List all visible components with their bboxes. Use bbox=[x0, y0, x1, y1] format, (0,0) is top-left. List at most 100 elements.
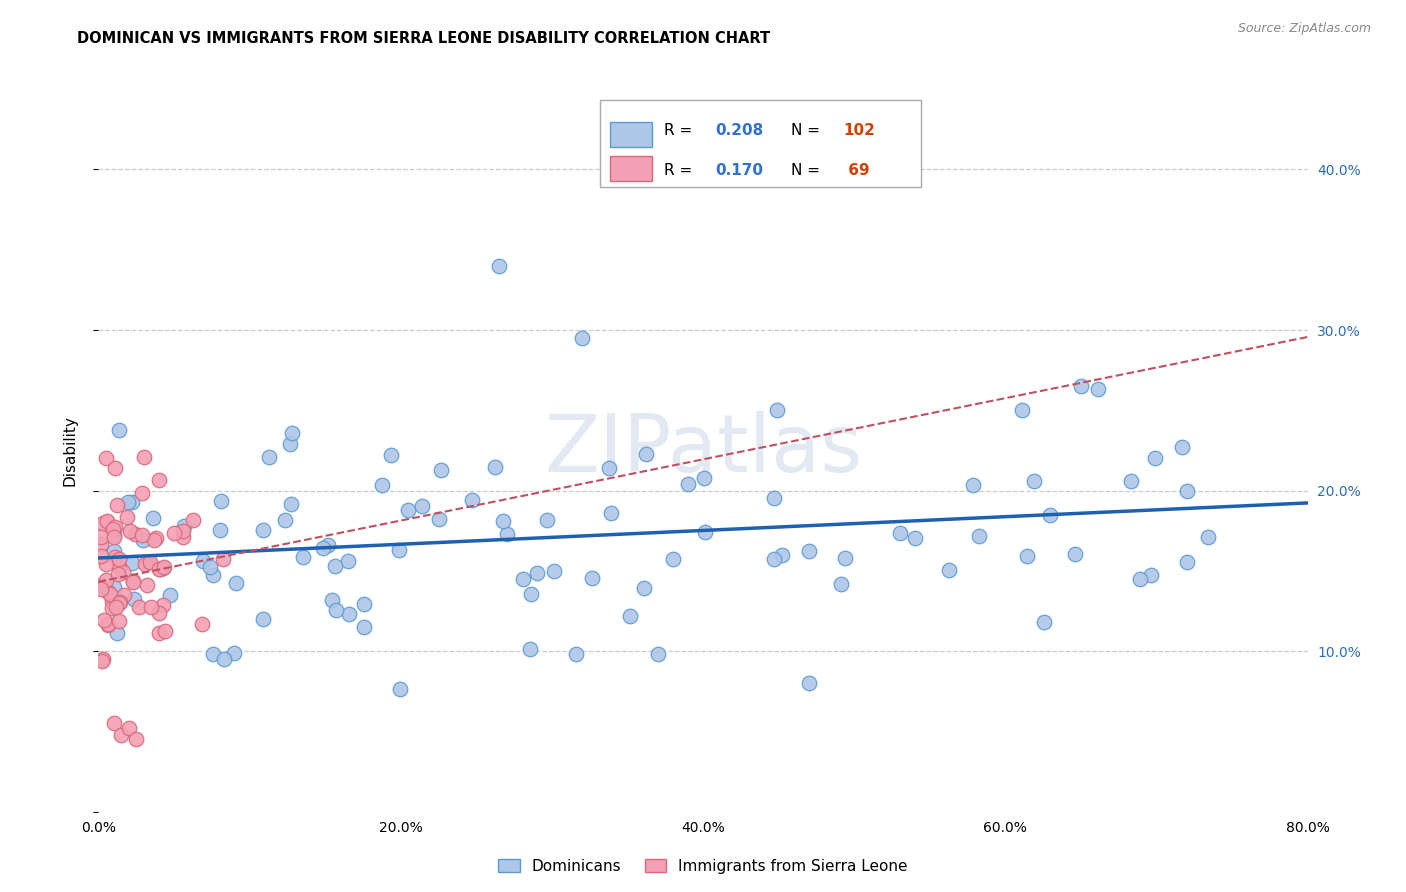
Point bbox=[108, 596, 131, 610]
Point bbox=[107, 614, 129, 628]
Point bbox=[148, 561, 170, 575]
Point bbox=[153, 560, 176, 574]
Point bbox=[581, 571, 603, 585]
Point bbox=[571, 331, 593, 345]
FancyBboxPatch shape bbox=[610, 121, 652, 147]
Point bbox=[148, 606, 170, 620]
Point bbox=[94, 451, 117, 466]
Point bbox=[148, 626, 170, 640]
Point bbox=[396, 503, 419, 517]
Point bbox=[90, 582, 112, 596]
Text: ZIPatlas: ZIPatlas bbox=[544, 411, 862, 490]
Point bbox=[962, 478, 984, 492]
Point bbox=[193, 554, 215, 568]
Point bbox=[98, 587, 121, 601]
Point bbox=[90, 537, 112, 551]
Point bbox=[693, 471, 716, 485]
Point bbox=[766, 403, 789, 417]
Point bbox=[543, 564, 565, 578]
Point bbox=[111, 565, 134, 579]
Point bbox=[142, 533, 165, 547]
Text: 0.208: 0.208 bbox=[716, 123, 763, 138]
Point bbox=[118, 721, 141, 735]
Point bbox=[619, 609, 641, 624]
Point bbox=[536, 512, 558, 526]
Point bbox=[1175, 555, 1198, 569]
Point bbox=[380, 448, 402, 462]
Text: 102: 102 bbox=[844, 123, 875, 138]
Point bbox=[121, 495, 143, 509]
Point bbox=[209, 494, 232, 508]
Text: R =: R = bbox=[664, 123, 697, 138]
Point bbox=[91, 516, 114, 530]
Point bbox=[519, 641, 541, 656]
Point bbox=[96, 515, 118, 529]
Point bbox=[201, 647, 224, 661]
Point bbox=[311, 541, 333, 555]
Point bbox=[103, 591, 125, 606]
Point bbox=[565, 648, 588, 662]
Point bbox=[252, 523, 274, 537]
Point bbox=[830, 577, 852, 591]
Point bbox=[135, 555, 157, 569]
Point bbox=[1119, 475, 1142, 489]
Point bbox=[103, 544, 125, 558]
Point bbox=[181, 513, 204, 527]
Point bbox=[512, 572, 534, 586]
Point bbox=[115, 509, 138, 524]
Point bbox=[128, 600, 150, 615]
Point bbox=[122, 591, 145, 606]
Point bbox=[316, 538, 339, 552]
Point bbox=[1024, 474, 1046, 488]
Point bbox=[103, 530, 125, 544]
Point bbox=[889, 525, 911, 540]
Point bbox=[353, 620, 375, 634]
Point bbox=[152, 598, 174, 612]
Point bbox=[121, 556, 143, 570]
Point bbox=[600, 506, 623, 520]
Point bbox=[488, 259, 510, 273]
Point bbox=[797, 676, 820, 690]
Point bbox=[141, 599, 163, 614]
FancyBboxPatch shape bbox=[600, 100, 921, 186]
Point bbox=[122, 574, 145, 589]
Point bbox=[104, 549, 127, 564]
Point bbox=[103, 716, 125, 731]
Point bbox=[427, 512, 450, 526]
Point bbox=[519, 587, 541, 601]
Text: N =: N = bbox=[792, 123, 825, 138]
Point bbox=[496, 526, 519, 541]
Point bbox=[103, 522, 125, 536]
Point bbox=[388, 542, 411, 557]
Point bbox=[1063, 547, 1085, 561]
Text: 0.170: 0.170 bbox=[716, 163, 763, 178]
Point bbox=[107, 552, 129, 566]
Point bbox=[1039, 508, 1062, 522]
Point bbox=[131, 486, 153, 500]
Point bbox=[834, 550, 856, 565]
Point bbox=[135, 578, 157, 592]
Point bbox=[142, 511, 165, 525]
Text: R =: R = bbox=[664, 163, 697, 178]
Point bbox=[1171, 440, 1194, 454]
Point bbox=[90, 530, 112, 544]
Point bbox=[90, 549, 112, 564]
Point bbox=[103, 527, 125, 541]
Point bbox=[172, 524, 194, 538]
Point bbox=[1070, 379, 1092, 393]
Point bbox=[149, 562, 172, 576]
Point bbox=[209, 524, 232, 538]
Point bbox=[107, 566, 129, 581]
Point bbox=[1011, 403, 1033, 417]
Point bbox=[492, 514, 515, 528]
Point bbox=[1087, 382, 1109, 396]
Point bbox=[97, 585, 120, 599]
Point bbox=[101, 594, 124, 608]
Point bbox=[388, 681, 411, 696]
Point bbox=[93, 613, 115, 627]
Point bbox=[1143, 451, 1166, 466]
Point bbox=[110, 728, 132, 742]
Point bbox=[201, 568, 224, 582]
Point bbox=[411, 499, 433, 513]
Point bbox=[112, 588, 135, 602]
